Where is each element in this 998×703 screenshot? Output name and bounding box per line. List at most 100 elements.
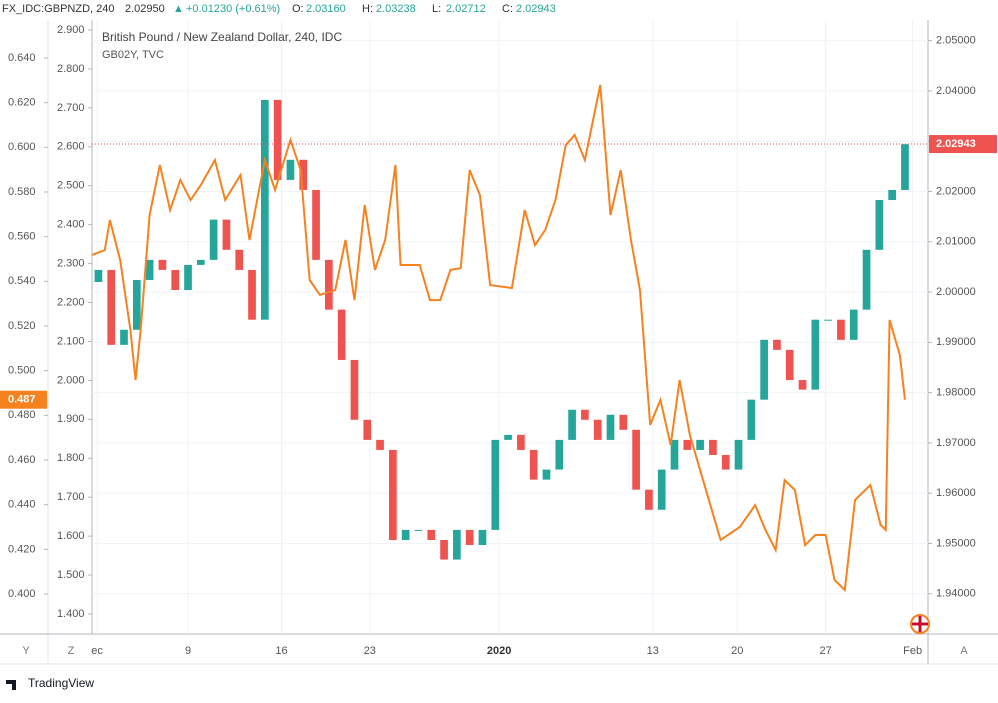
- y2-tick-label: 0.600: [8, 141, 36, 153]
- y-tick-label: 2.01000: [936, 236, 976, 248]
- change: +0.01230 (+0.61%): [186, 3, 280, 15]
- candle-body: [517, 434, 525, 450]
- brand: TradingView: [28, 676, 94, 690]
- y-tick-label: 1.99000: [936, 336, 976, 348]
- candle-body: [721, 454, 730, 470]
- y3-tick-label: 2.700: [57, 102, 85, 114]
- candle-body: [222, 219, 231, 250]
- candle-body: [709, 439, 717, 455]
- candle-body: [632, 429, 640, 490]
- candle-body: [849, 309, 858, 340]
- scale-button[interactable]: A: [960, 645, 968, 657]
- candle-body: [478, 529, 487, 545]
- y3-tick-label: 1.500: [57, 569, 85, 581]
- y2-tick-label: 0.440: [8, 499, 36, 511]
- ohlc-value: 2.02943: [516, 3, 556, 15]
- candle-body: [606, 414, 615, 440]
- candle-body: [696, 439, 704, 450]
- candle-body: [798, 380, 807, 390]
- y3-tick-label: 1.700: [57, 491, 85, 503]
- x-tick-label: 2020: [487, 645, 511, 657]
- candle-body: [440, 539, 448, 560]
- y3-tick-label: 2.600: [57, 141, 85, 153]
- candle-body: [529, 449, 538, 480]
- series-label-box: [0, 390, 47, 409]
- ohlc-value: 2.03238: [376, 3, 416, 15]
- candle-body: [734, 439, 743, 470]
- y-tick-label: 1.98000: [936, 387, 976, 399]
- candle-body: [401, 529, 410, 540]
- y3-tick-label: 2.200: [57, 296, 85, 308]
- candle-body: [824, 319, 832, 321]
- y3-tick-label: 2.800: [57, 63, 85, 75]
- y2-tick-label: 0.580: [8, 186, 36, 198]
- candle-body: [465, 529, 474, 545]
- series-label: 0.487: [8, 394, 36, 406]
- chart-title: British Pound / New Zealand Dollar, 240,…: [102, 30, 342, 44]
- candle-body: [542, 469, 551, 480]
- candle-body: [389, 449, 397, 540]
- candle-body: [657, 469, 666, 510]
- candle-body: [414, 529, 423, 531]
- candle-body: [145, 259, 154, 280]
- ohlc-key: L:: [432, 3, 441, 15]
- candle-body: [504, 434, 512, 440]
- candle-body: [107, 269, 116, 345]
- candle-body: [286, 159, 295, 180]
- y3-tick-label: 2.000: [57, 374, 85, 386]
- candle-body: [312, 189, 320, 260]
- ohlc-value: 2.02712: [446, 3, 486, 15]
- candle-body: [376, 439, 384, 450]
- candle-body: [862, 249, 871, 310]
- candle-body: [350, 359, 359, 420]
- candle-body: [619, 414, 628, 430]
- candle-body: [773, 339, 781, 350]
- candle-body: [132, 279, 141, 330]
- price-label-box: [929, 135, 997, 154]
- scale-button[interactable]: Y: [22, 645, 30, 657]
- candle-body: [837, 319, 845, 340]
- x-tick-label: Feb: [903, 645, 922, 657]
- y3-tick-label: 2.300: [57, 258, 85, 270]
- x-tick-label: 27: [819, 645, 831, 657]
- y3-tick-label: 2.500: [57, 180, 85, 192]
- y2-tick-label: 0.560: [8, 231, 36, 243]
- candle-body: [94, 269, 103, 282]
- y-tick-label: 1.97000: [936, 437, 976, 449]
- x-tick-label: ec: [91, 645, 103, 657]
- x-tick-label: 9: [185, 645, 191, 657]
- brand-logo: [6, 680, 16, 690]
- candle-body: [811, 319, 820, 390]
- y3-tick-label: 2.900: [57, 24, 85, 36]
- y-tick-label: 2.00000: [936, 286, 976, 298]
- y2-tick-label: 0.520: [8, 320, 36, 332]
- candle-body: [325, 259, 333, 310]
- y3-tick-label: 2.100: [57, 335, 85, 347]
- y-tick-label: 1.95000: [936, 537, 976, 549]
- candle-body: [209, 219, 218, 260]
- change-arrow: ▲: [173, 3, 184, 15]
- candle-body: [785, 349, 794, 381]
- y2-tick-label: 0.640: [8, 52, 36, 64]
- y2-tick-label: 0.620: [8, 97, 36, 109]
- y2-tick-label: 0.460: [8, 454, 36, 466]
- y-tick-label: 2.05000: [936, 35, 976, 47]
- candle-body: [235, 249, 244, 270]
- scale-button[interactable]: Z: [68, 645, 75, 657]
- candle-body: [747, 399, 756, 440]
- ohlc-key: O:: [292, 3, 304, 15]
- candle-body: [888, 189, 896, 201]
- candle-body: [491, 439, 500, 530]
- y3-tick-label: 2.400: [57, 219, 85, 231]
- candle-body: [273, 99, 282, 180]
- y2-tick-label: 0.480: [8, 409, 36, 421]
- candle-body: [337, 309, 346, 360]
- candle-body: [299, 159, 308, 190]
- chart-subtitle: GB02Y, TVC: [102, 49, 164, 61]
- y-tick-label: 1.94000: [936, 588, 976, 600]
- candle-body: [568, 409, 576, 440]
- candle-body: [901, 144, 909, 190]
- y3-tick-label: 1.800: [57, 452, 85, 464]
- y-tick-label: 2.02000: [936, 185, 976, 197]
